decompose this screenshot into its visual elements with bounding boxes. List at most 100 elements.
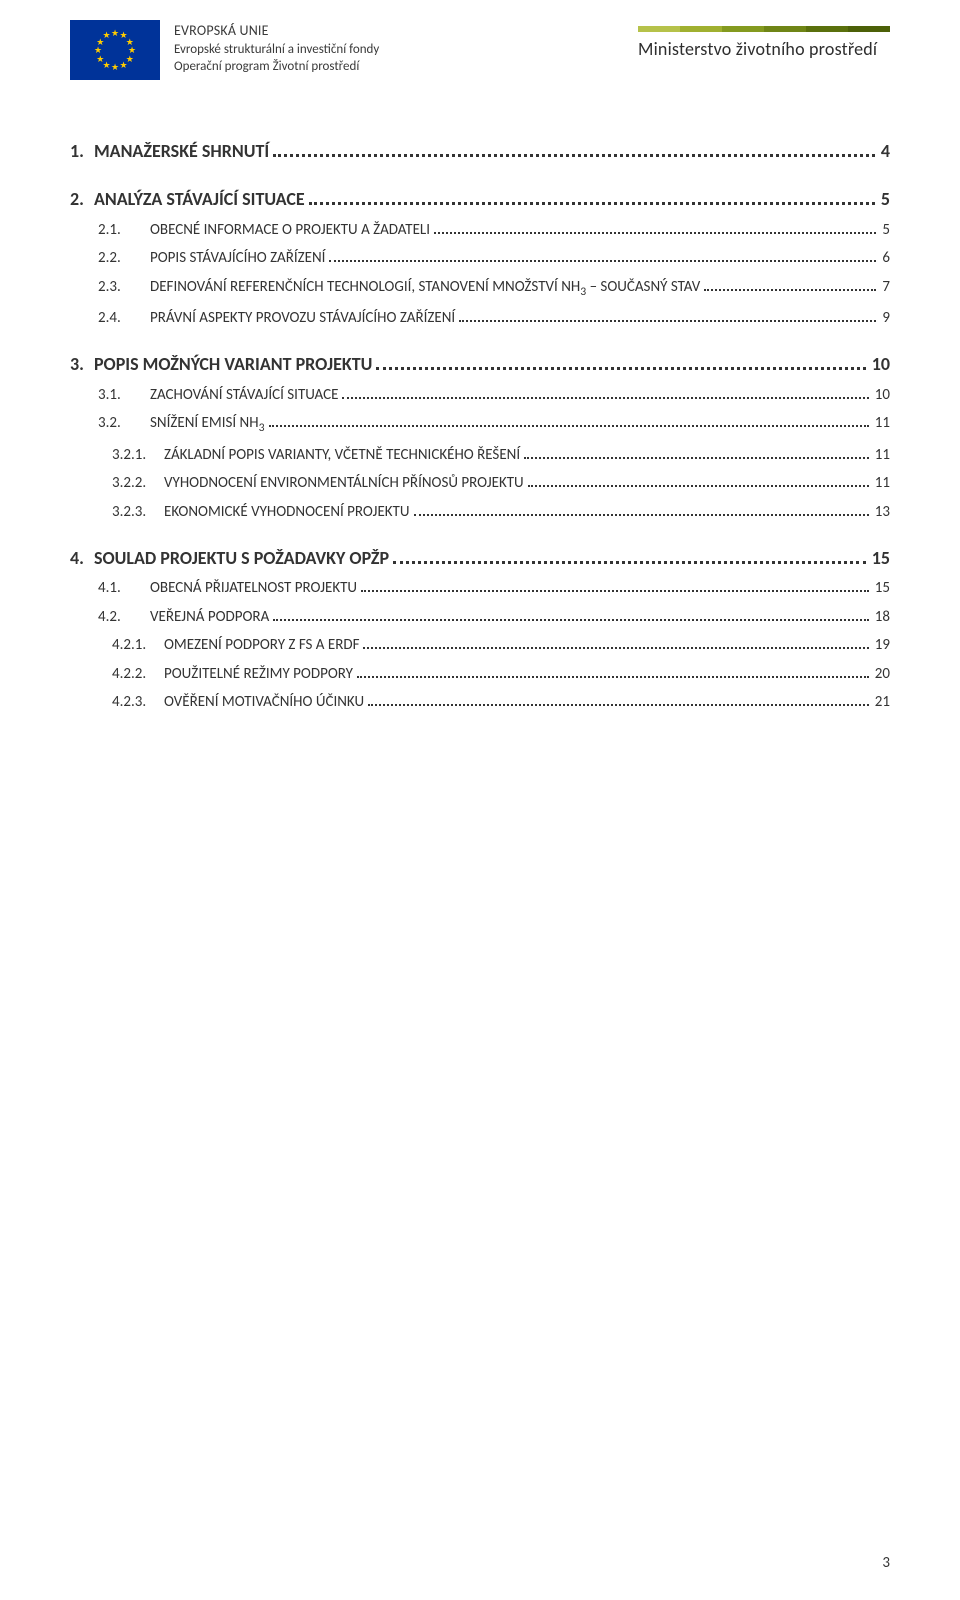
toc-entry: 3.2.3. EKONOMICKÉ VYHODNOCENÍ PROJEKTU 13	[112, 502, 890, 521]
toc-leader-dots	[704, 277, 876, 291]
page-number: 3	[882, 1554, 890, 1572]
toc-leader-dots	[273, 607, 869, 621]
toc-leader-dots	[376, 354, 865, 370]
toc-number: 4.	[70, 547, 84, 569]
toc-entry: 4.2. VEŘEJNÁ PODPORA 18	[98, 607, 890, 626]
toc-page: 18	[875, 608, 890, 626]
page-header: ★★★★★★★★★★★★ EVROPSKÁ UNIE Evropské stru…	[70, 20, 890, 80]
toc-entry: 1. MANAŽERSKÉ SHRNUTÍ 4	[70, 140, 890, 162]
toc-entry: 4.2.2. POUŽITELNÉ REŽIMY PODPORY 20	[112, 664, 890, 683]
toc-entry: 4. SOULAD PROJEKTU S POŽADAVKY OPŽP 15	[70, 547, 890, 569]
toc-number: 3.	[70, 353, 84, 375]
toc-leader-dots	[434, 220, 876, 234]
toc-entry: 4.2.3. OVĚŘENÍ MOTIVAČNÍHO ÚČINKU 21	[112, 693, 890, 712]
toc-leader-dots	[524, 445, 869, 459]
toc-title: VEŘEJNÁ PODPORA	[150, 608, 269, 626]
toc-entry: 2.4. PRÁVNÍ ASPEKTY PROVOZU STÁVAJÍCÍHO Z…	[98, 309, 890, 328]
toc-leader-dots	[357, 664, 869, 678]
toc-page: 7	[882, 278, 890, 296]
toc-leader-dots	[273, 141, 875, 157]
toc-leader-dots	[459, 309, 876, 323]
toc-entry: 2.3. DEFINOVÁNÍ REFERENČNÍCH TECHNOLOGIÍ,…	[98, 277, 890, 299]
ministry-label: Ministerstvo životního prostředí	[638, 38, 877, 60]
toc-title: ZACHOVÁNÍ STÁVAJÍCÍ SITUACE	[150, 386, 338, 404]
toc-title: POPIS MOŽNÝCH VARIANT PROJEKTU	[94, 353, 372, 375]
toc-number: 3.2.	[98, 414, 140, 432]
toc-title: PRÁVNÍ ASPEKTY PROVOZU STÁVAJÍCÍHO ZAŘÍZ…	[150, 309, 455, 327]
toc-page: 13	[875, 503, 890, 521]
ministry-color-bars-icon	[638, 26, 890, 32]
toc-leader-dots	[269, 414, 869, 428]
eu-text-block: EVROPSKÁ UNIE Evropské strukturální a in…	[174, 20, 379, 76]
header-left: ★★★★★★★★★★★★ EVROPSKÁ UNIE Evropské stru…	[70, 20, 379, 80]
toc-page: 4	[881, 140, 890, 162]
toc-page: 21	[875, 693, 890, 711]
toc-number: 4.2.2.	[112, 665, 154, 683]
toc-page: 10	[872, 353, 890, 375]
toc-leader-dots	[414, 502, 869, 516]
table-of-contents: 1. MANAŽERSKÉ SHRNUTÍ 4 2. ANALÝZA STÁVAJÍCÍ…	[70, 140, 890, 711]
toc-entry: 4.1. OBECNÁ PŘIJATELNOST PROJEKTU 15	[98, 579, 890, 598]
toc-leader-dots	[329, 249, 876, 263]
eu-line-3: Operační program Životní prostředí	[174, 58, 379, 76]
toc-number: 2.3.	[98, 278, 140, 296]
toc-title: SOULAD PROJEKTU S POŽADAVKY OPŽP	[94, 547, 389, 569]
eu-line-2: Evropské strukturální a investiční fondy	[174, 41, 379, 59]
toc-number: 2.1.	[98, 221, 140, 239]
toc-entry: 2.2. POPIS STÁVAJÍCÍHO ZAŘÍZENÍ 6	[98, 249, 890, 268]
toc-entry: 3.1.ZACHOVÁNÍ STÁVAJÍCÍ SITUACE10	[98, 385, 890, 404]
toc-leader-dots	[342, 385, 868, 399]
toc-leader-dots	[309, 189, 875, 205]
toc-title: MANAŽERSKÉ SHRNUTÍ	[94, 140, 269, 162]
toc-number: 4.1.	[98, 579, 140, 597]
toc-number: 3.2.3.	[112, 503, 154, 521]
toc-number: 4.2.1.	[112, 636, 154, 654]
toc-page: 11	[875, 446, 890, 464]
toc-number: 3.2.1.	[112, 446, 154, 464]
toc-number: 4.2.	[98, 608, 140, 626]
toc-entry: 4.2.1.OMEZENÍ PODPORY Z FS A ERDF19	[112, 636, 890, 655]
toc-number: 2.	[70, 188, 84, 210]
toc-leader-dots	[393, 547, 866, 563]
toc-entry: 3.2.2. VYHODNOCENÍ ENVIRONMENTÁLNÍCH PŘÍN…	[112, 474, 890, 493]
toc-number: 2.4.	[98, 309, 140, 327]
toc-page: 11	[875, 414, 890, 432]
toc-title: ANALÝZA STÁVAJÍCÍ SITUACE	[94, 188, 305, 210]
toc-page: 5	[881, 188, 890, 210]
toc-page: 15	[875, 579, 890, 597]
toc-entry: 3.2.1. ZÁKLADNÍ POPIS VARIANTY, VČETNĚ TE…	[112, 445, 890, 464]
toc-entry: 3. POPIS MOŽNÝCH VARIANT PROJEKTU 10	[70, 353, 890, 375]
toc-number: 3.2.2.	[112, 474, 154, 492]
toc-page: 9	[882, 309, 890, 327]
toc-leader-dots	[361, 579, 869, 593]
toc-title: DEFINOVÁNÍ REFERENČNÍCH TECHNOLOGIÍ, STA…	[150, 278, 700, 299]
toc-leader-dots	[368, 693, 869, 707]
toc-leader-dots	[363, 636, 868, 650]
toc-title: POUŽITELNÉ REŽIMY PODPORY	[164, 665, 353, 683]
toc-title: ZÁKLADNÍ POPIS VARIANTY, VČETNĚ TECHNICK…	[164, 446, 520, 464]
eu-flag-icon: ★★★★★★★★★★★★	[70, 20, 160, 80]
toc-page: 19	[875, 636, 890, 654]
toc-leader-dots	[528, 474, 869, 488]
toc-number: 2.2.	[98, 249, 140, 267]
toc-title: OVĚŘENÍ MOTIVAČNÍHO ÚČINKU	[164, 693, 364, 711]
toc-page: 10	[875, 386, 890, 404]
toc-title: SNÍŽENÍ EMISÍ NH3	[150, 414, 265, 435]
toc-page: 6	[882, 249, 890, 267]
header-right: Ministerstvo životního prostředí	[638, 20, 890, 60]
document-page: ★★★★★★★★★★★★ EVROPSKÁ UNIE Evropské stru…	[0, 0, 960, 1600]
toc-title: OBECNÉ INFORMACE O PROJEKTU A ŽADATELI	[150, 221, 430, 239]
toc-number: 1.	[70, 140, 84, 162]
toc-page: 5	[882, 221, 890, 239]
toc-title: EKONOMICKÉ VYHODNOCENÍ PROJEKTU	[164, 503, 410, 521]
toc-page: 11	[875, 474, 890, 492]
eu-line-1: EVROPSKÁ UNIE	[174, 22, 379, 41]
toc-title: VYHODNOCENÍ ENVIRONMENTÁLNÍCH PŘÍNOSŮ PR…	[164, 474, 524, 492]
toc-entry: 2.1. OBECNÉ INFORMACE O PROJEKTU A ŽADATE…	[98, 220, 890, 239]
toc-number: 4.2.3.	[112, 693, 154, 711]
toc-title: OBECNÁ PŘIJATELNOST PROJEKTU	[150, 579, 357, 597]
toc-page: 20	[875, 665, 890, 683]
toc-page: 15	[872, 547, 890, 569]
toc-entry: 2. ANALÝZA STÁVAJÍCÍ SITUACE 5	[70, 188, 890, 210]
toc-title: POPIS STÁVAJÍCÍHO ZAŘÍZENÍ	[150, 249, 325, 267]
